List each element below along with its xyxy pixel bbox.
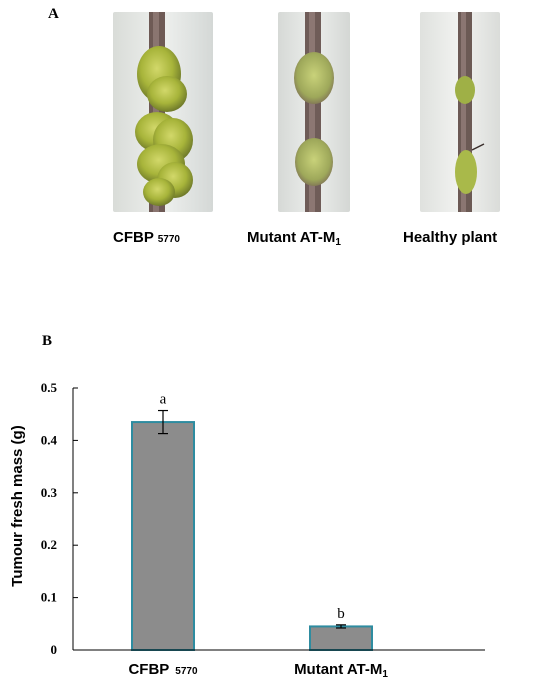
- caption-healthy: Healthy plant: [403, 229, 498, 246]
- y-tick-label: 0.2: [41, 537, 57, 552]
- x-category-label: Mutant AT-M1: [294, 661, 388, 680]
- healthy-plant-photo: [420, 12, 500, 212]
- y-tick-label: 0.3: [41, 485, 58, 500]
- significance-letter: a: [160, 392, 167, 408]
- panel-b-letter: B: [42, 333, 53, 349]
- y-tick-label: 0.4: [41, 432, 58, 447]
- y-axis-label: Tumour fresh mass (g): [9, 425, 26, 586]
- panel-a-letter: A: [48, 6, 59, 22]
- caption-cfbp: CFBP 5770: [113, 229, 180, 246]
- y-tick-label: 0.5: [41, 380, 58, 395]
- x-category-label: CFBP 5770: [128, 661, 198, 678]
- tumour-photo-mutant: [278, 12, 350, 212]
- x-category-labels: CFBP 5770 Mutant AT-M1: [128, 661, 388, 680]
- bar: [131, 421, 195, 652]
- bar: [309, 625, 373, 652]
- tumour-mass-bar-chart: Tumour fresh mass (g) 0 0.1 0.2 0.3 0.4 0.5 a…: [9, 380, 485, 680]
- y-tick-label: 0.1: [41, 590, 57, 605]
- significance-letter: b: [337, 606, 345, 622]
- tumour-photo-cfbp: [113, 12, 213, 212]
- y-axis-ticks: 0 0.1 0.2 0.3 0.4 0.5: [41, 380, 78, 657]
- bars: ab: [131, 392, 373, 652]
- caption-mutant: Mutant AT-M1: [247, 229, 341, 248]
- y-tick-label: 0: [51, 642, 58, 657]
